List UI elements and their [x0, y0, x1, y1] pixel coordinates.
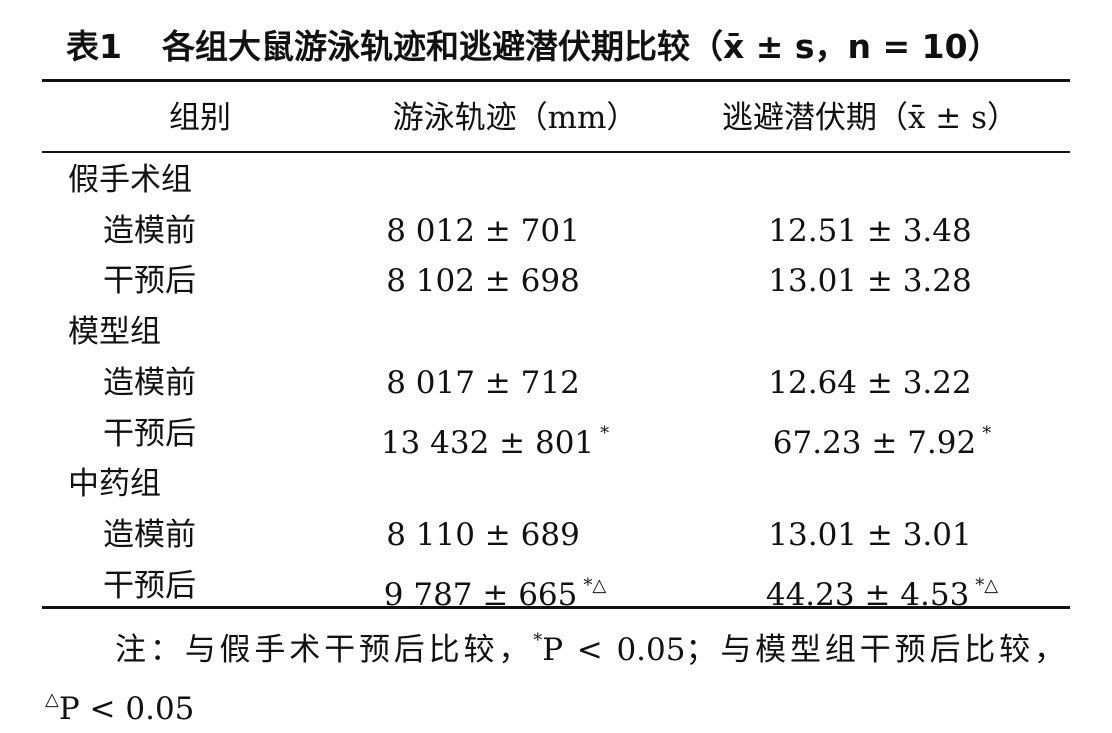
track-value: 8 012 ± 701: [386, 212, 580, 249]
track-cell: 8 012 ± 701: [386, 211, 580, 251]
latency-cell: 44.23 ± 4.53 *△: [766, 566, 998, 615]
latency-cell: 13.01 ± 3.01: [768, 515, 971, 555]
note-text: 注：与假手术干预后比较，: [115, 632, 534, 668]
track-value: 13 432 ± 801: [380, 424, 595, 461]
row-label: 造模前: [103, 516, 196, 553]
group-label: 假手术组: [68, 162, 192, 198]
latency-cell: 12.51 ± 3.48: [768, 211, 971, 251]
significance-mark: *: [982, 422, 992, 444]
latency-value: 13.01 ± 3.01: [768, 516, 972, 553]
track-value: 8 110 ± 689: [386, 516, 580, 553]
bottom-rule: [42, 606, 1070, 609]
significance-mark: *△: [975, 574, 999, 596]
column-header: 组别: [169, 100, 231, 136]
latency-cell: 67.23 ± 7.92 *: [773, 414, 991, 463]
track-cell: 9 787 ± 665 *△: [384, 566, 606, 615]
track-cell: 13 432 ± 801 *: [381, 414, 609, 463]
note-line: △P < 0.05: [45, 680, 194, 729]
header-rule: [42, 151, 1070, 153]
note-mark: *: [533, 630, 543, 651]
column-header: 游泳轨迹（mm）: [392, 100, 638, 136]
group-label: 中药组: [68, 466, 161, 503]
note-text: P < 0.05；与模型组干预后比较，: [542, 632, 1065, 668]
latency-cell: 12.64 ± 3.22: [768, 363, 971, 403]
top-rule: [42, 79, 1070, 82]
significance-mark: *△: [583, 574, 607, 596]
latency-value: 12.64 ± 3.22: [768, 364, 972, 401]
track-cell: 8 110 ± 689: [386, 515, 580, 555]
row-label: 造模前: [103, 364, 196, 401]
row-label: 干预后: [103, 567, 196, 604]
table-number: 表1: [66, 27, 122, 66]
latency-cell: 13.01 ± 3.28: [768, 261, 971, 301]
track-value: 8 017 ± 712: [386, 364, 580, 401]
track-cell: 8 102 ± 698: [386, 261, 580, 301]
latency-value: 44.23 ± 4.53: [765, 576, 970, 613]
track-value: 8 102 ± 698: [386, 263, 580, 300]
track-value: 9 787 ± 665: [383, 576, 578, 613]
note-mark: △: [45, 689, 59, 710]
latency-value: 12.51 ± 3.48: [768, 212, 972, 249]
latency-value: 13.01 ± 3.28: [768, 263, 972, 300]
track-cell: 8 017 ± 712: [386, 363, 580, 403]
title-text: 各组大鼠游泳轨迹和逃避潜伏期比较（x̄ ± s，n = 10）: [161, 27, 1001, 66]
latency-value: 67.23 ± 7.92: [772, 424, 977, 461]
significance-mark: *: [600, 422, 610, 444]
group-label: 模型组: [68, 314, 161, 351]
note-line: 注：与假手术干预后比较，*P < 0.05；与模型组干预后比较，: [115, 621, 1065, 670]
column-header: 逃避潜伏期（x̄ ± s）: [721, 100, 1019, 136]
row-label: 造模前: [103, 212, 196, 249]
note-text: P < 0.05: [58, 691, 195, 727]
row-label: 干预后: [103, 415, 196, 452]
table-title: 表1 各组大鼠游泳轨迹和逃避潜伏期比较（x̄ ± s，n = 10）: [66, 20, 1001, 68]
row-label: 干预后: [103, 263, 196, 300]
